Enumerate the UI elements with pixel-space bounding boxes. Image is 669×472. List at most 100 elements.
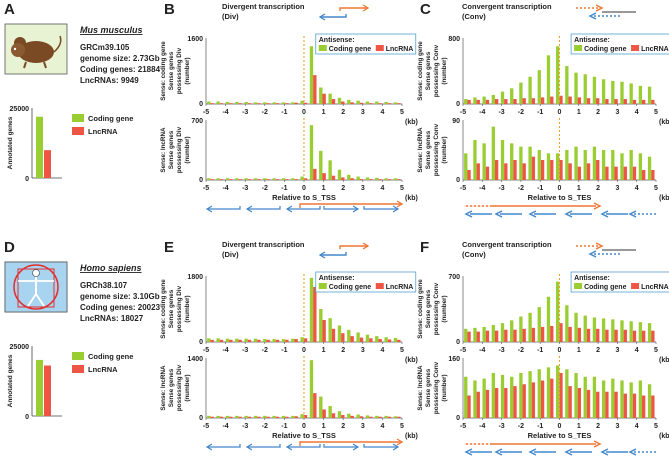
bar-coding [309, 125, 314, 180]
chart-xtick-label: 1 [322, 109, 326, 116]
annotated-bar [36, 359, 43, 416]
chart-xtick-label: -2 [518, 109, 524, 116]
bar-coding [510, 376, 514, 418]
chart-ylabel-line: Sense genes [425, 368, 432, 407]
chart-xtick-label: 2 [341, 423, 345, 430]
bar-lncrna [331, 99, 336, 104]
bar-lncrna [369, 179, 373, 180]
bar-lncrna [559, 160, 563, 180]
bar-coding [263, 178, 267, 180]
chart-xtick-label: -3 [498, 347, 504, 354]
chart-ylabel-line: Sense genes [425, 51, 432, 90]
bar-coding [207, 338, 211, 342]
chart-kb-label: (kb) [659, 357, 669, 364]
chart-legend-title: Antisense: [319, 275, 355, 282]
bar-coding [319, 87, 323, 104]
bar-lncrna [219, 416, 224, 418]
bar-coding [337, 169, 342, 180]
bar-coding [225, 101, 230, 104]
bar-lncrna [238, 179, 242, 180]
chart-xtick-label: 3 [361, 185, 365, 192]
div-orange-arrow-head [362, 242, 370, 250]
div-bottom-blue-arrow-r [323, 206, 358, 210]
chart-E_top: Sense: coding gene Sense genes possessing … [160, 271, 418, 364]
panel-letter-2: C [420, 1, 431, 18]
bar-lncrna [642, 170, 646, 180]
species-lncrnas: LncRNAs: 18027 [80, 314, 144, 323]
chart-xtick-label: 2 [596, 347, 600, 354]
chart-ylabel-line: Sense genes [425, 289, 432, 328]
bar-coding [519, 316, 523, 342]
chart-xtick-label: -4 [479, 347, 485, 354]
bar-coding [356, 100, 360, 104]
bar-coding [565, 66, 569, 104]
bar-coding [356, 176, 360, 180]
panel-letter-4: E [164, 239, 174, 256]
bar-lncrna [210, 339, 214, 342]
chart-xtick-label: 5 [654, 423, 658, 430]
chart-xtick-label: -2 [262, 185, 268, 192]
bar-lncrna [257, 339, 261, 342]
chart-xtick-label: -2 [518, 423, 524, 430]
panel-letter-0: A [4, 1, 15, 18]
chart-ylabel-line: (number) [184, 374, 191, 401]
vitruvian-leg [35, 293, 45, 307]
bar-lncrna [485, 99, 490, 104]
bar-coding [347, 413, 351, 418]
chart-C_top: Sense: coding gene Sense genes possessing … [417, 33, 669, 126]
bar-lncrna [266, 416, 270, 418]
bar-coding [546, 153, 551, 180]
bar-lncrna [257, 416, 261, 418]
chart-xtick-label: 2 [596, 109, 600, 116]
bar-lncrna [359, 179, 364, 180]
chart-ylabel-line: (number) [184, 57, 191, 84]
bar-lncrna [494, 99, 499, 104]
bar-coding [583, 74, 587, 104]
chart-xtick-label: 3 [615, 185, 619, 192]
chart-legend-title: Antisense: [574, 275, 610, 282]
chart-ytick-max: 90 [452, 118, 460, 125]
chart-xtick-label: -2 [518, 347, 524, 354]
conv-bottom-orange-arrow-head [593, 440, 602, 448]
bar-coding [309, 277, 314, 342]
bar-lncrna [294, 179, 298, 180]
bar-lncrna [294, 339, 298, 342]
chart-xtick-label: -3 [498, 109, 504, 116]
conv-panel: Convergent transcription(Conv) Sense: cod… [417, 2, 669, 218]
chart-xtick-label: -4 [222, 109, 228, 116]
vitruvian-circle [13, 264, 59, 310]
bar-lncrna [467, 331, 471, 342]
div-orange-arrow [339, 7, 368, 11]
bar-lncrna [568, 386, 572, 418]
bar-coding [629, 150, 633, 180]
chart-xtick-label: -2 [262, 347, 268, 354]
chart-xtick-label: 5 [400, 185, 404, 192]
div-bottom-blue-arrow-r-head [392, 205, 400, 213]
conv-bottom-blue-arrow-head [600, 210, 609, 218]
bar-coding [281, 102, 286, 104]
mouse-body [18, 41, 54, 63]
annotated-legend-swatch [72, 127, 84, 135]
chart-ylabel-line: Sense genes [425, 130, 432, 169]
conv-bottom-blue-arrow-head [528, 448, 537, 456]
div-bottom-blue-arrow-r-head [352, 205, 360, 213]
chart-xtick-label: 5 [654, 347, 658, 354]
bar-coding [500, 140, 505, 180]
bar-coding [574, 373, 578, 418]
chart-ylabel-line: possessing Conv [433, 123, 440, 176]
bar-lncrna [285, 416, 289, 418]
chart-ytick-zero: 0 [199, 415, 203, 422]
bar-lncrna [247, 339, 252, 342]
chart-xlabel: Relative to S_TES [528, 193, 592, 202]
bar-coding [375, 101, 379, 104]
species-genome-size: genome size: 3.10Gb [80, 292, 160, 301]
chart-kb-label: (kb) [659, 119, 669, 126]
bar-lncrna [369, 416, 373, 418]
bar-coding [225, 178, 230, 180]
bar-coding [319, 396, 323, 418]
bar-coding [464, 376, 468, 418]
bar-lncrna [586, 328, 591, 342]
bar-coding [244, 338, 248, 342]
bar-lncrna [467, 99, 471, 104]
